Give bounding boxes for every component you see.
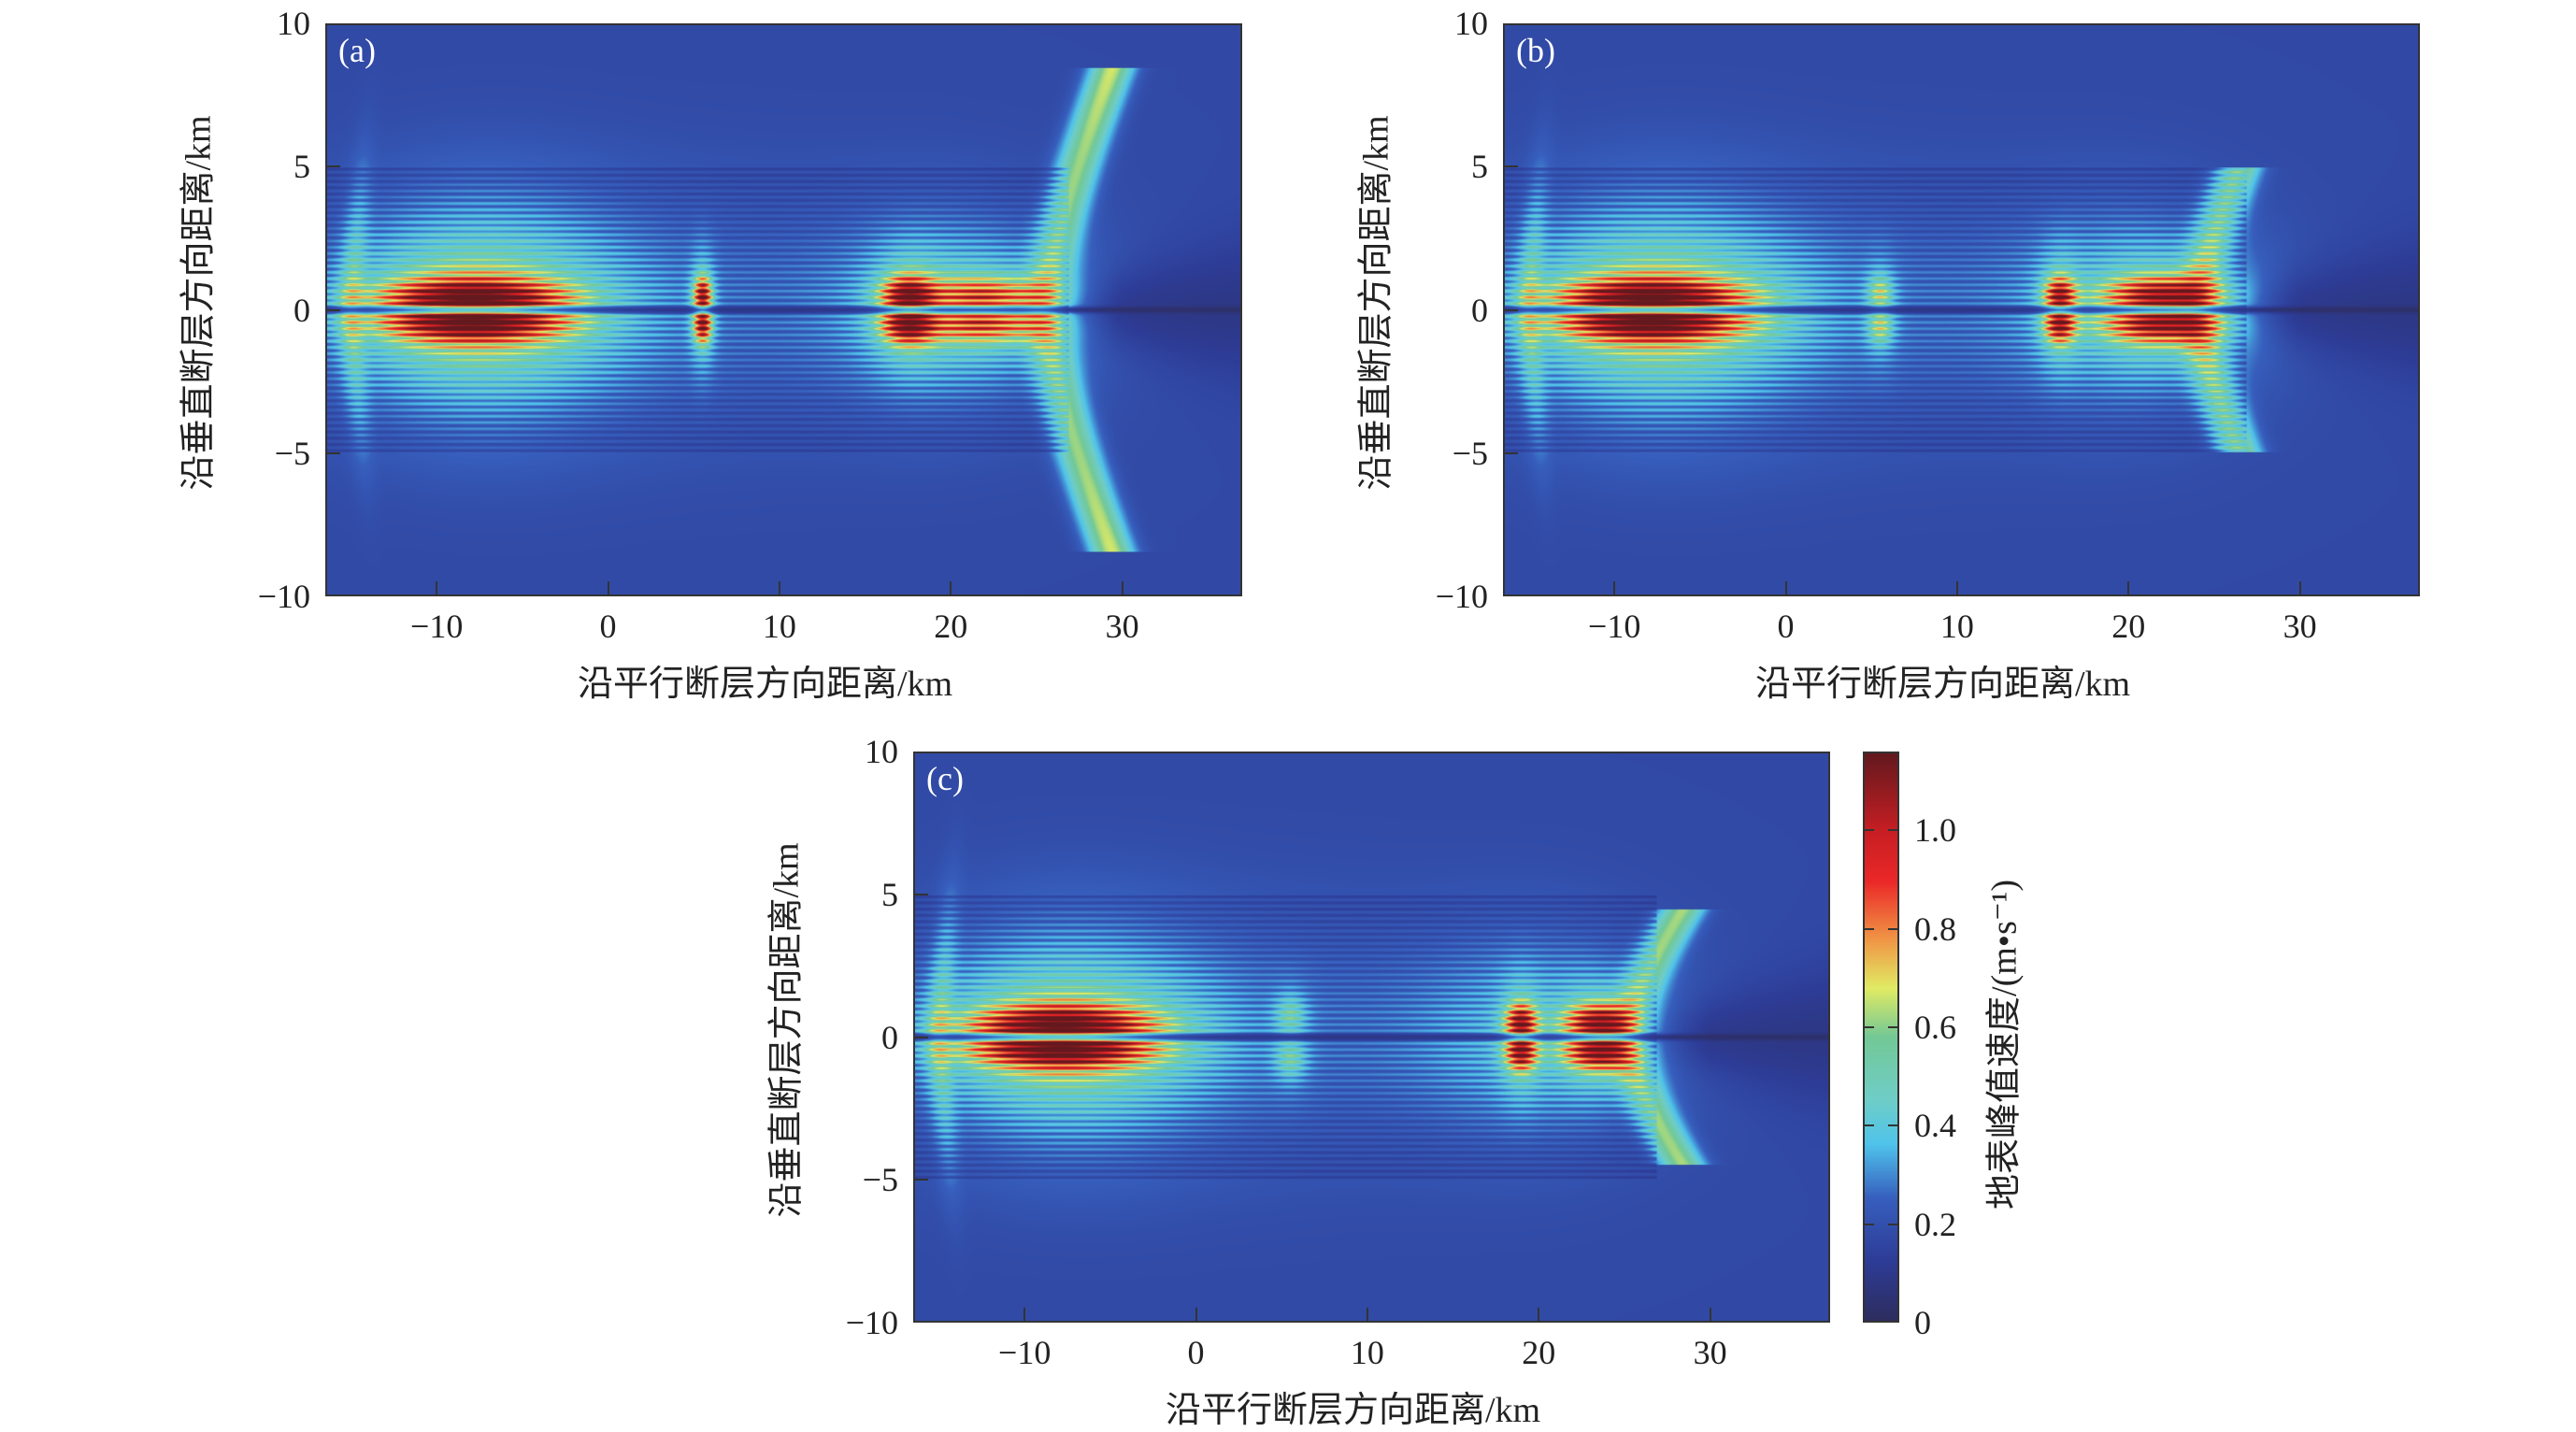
colorbar-tick-label: 0.8 [1914, 909, 1956, 948]
x-tick-label: 30 [1693, 1334, 1727, 1371]
x-tick-mark [950, 581, 952, 596]
heatmap-plot: (b) [1503, 23, 2420, 596]
colorbar-tick-label: 1.0 [1914, 811, 1956, 850]
colorbar [1863, 752, 1899, 1323]
colorbar-tick-label: 0.2 [1914, 1205, 1956, 1243]
x-tick-mark [1366, 1308, 1368, 1323]
y-axis-label: 沿垂直断层方向距离/km [766, 841, 807, 1218]
y-tick-label: −10 [845, 1304, 898, 1341]
y-tick-label: −10 [257, 578, 310, 615]
y-tick-mark [1503, 165, 1518, 168]
x-tick-mark [436, 581, 438, 596]
x-tick-label: 0 [1187, 1334, 1205, 1371]
colorbar-tick-mark [1865, 829, 1874, 832]
y-tick-label: 10 [865, 733, 898, 770]
panel-label: (b) [1516, 32, 1555, 69]
y-tick-label: 5 [1471, 148, 1488, 186]
x-tick-label: −10 [1588, 608, 1641, 645]
x-tick-mark [607, 581, 609, 596]
panel-label: (a) [338, 32, 376, 69]
colorbar-tick-mark [1888, 829, 1897, 832]
colorbar-tick-mark [1865, 1223, 1874, 1225]
colorbar-tick-label: 0 [1914, 1304, 1931, 1341]
x-tick-label: 10 [762, 608, 796, 645]
x-tick-mark [1023, 1308, 1026, 1323]
x-tick-label: 10 [1350, 1334, 1384, 1371]
x-tick-label: 20 [934, 608, 968, 645]
x-tick-mark [1121, 581, 1123, 596]
x-tick-label: 30 [2283, 608, 2317, 645]
x-tick-label: 20 [2111, 608, 2146, 645]
y-tick-label: 10 [277, 5, 310, 42]
heatmap-cells [327, 25, 1240, 594]
y-tick-label: −10 [1435, 578, 1488, 615]
heatmap-cells [915, 753, 1828, 1321]
colorbar-tick-mark [1888, 1124, 1897, 1127]
colorbar-label: 地表峰值速度/(m•s⁻¹) [1984, 880, 2025, 1210]
x-tick-label: −10 [998, 1334, 1052, 1371]
y-tick-mark [325, 165, 340, 168]
x-tick-label: 0 [1777, 608, 1795, 645]
x-tick-mark [2298, 581, 2301, 596]
y-tick-mark [913, 1036, 928, 1038]
x-tick-mark [2127, 581, 2130, 596]
x-tick-mark [778, 581, 780, 596]
x-tick-mark [1709, 1308, 1711, 1323]
y-tick-mark [1503, 451, 1518, 454]
colorbar-tick-mark [1888, 927, 1897, 930]
y-tick-label: −5 [1452, 434, 1488, 472]
y-tick-label: −5 [862, 1161, 898, 1199]
y-tick-mark [325, 451, 340, 454]
colorbar-tick-mark [1865, 1124, 1874, 1127]
x-axis-label: 沿平行断层方向距离/km [577, 665, 953, 704]
x-axis-label: 沿平行断层方向距离/km [1754, 665, 2131, 704]
colorbar-tick-mark [1865, 1025, 1874, 1028]
colorbar-tick-mark [1865, 927, 1874, 930]
x-tick-mark [1195, 1308, 1197, 1323]
x-tick-label: 10 [1939, 608, 1974, 645]
heatmap-plot: (c) [913, 752, 1830, 1323]
colorbar-tick-mark [1888, 1025, 1897, 1028]
x-tick-mark [1613, 581, 1616, 596]
x-tick-mark [1784, 581, 1787, 596]
x-tick-mark [1538, 1308, 1540, 1323]
y-tick-label: 0 [293, 291, 310, 329]
x-axis-label: 沿平行断层方向距离/km [1165, 1391, 1541, 1430]
y-tick-mark [325, 308, 340, 311]
y-tick-label: −5 [274, 434, 310, 472]
colorbar-tick-label: 0.6 [1914, 1008, 1956, 1046]
heatmap-plot: (a) [325, 23, 1242, 596]
x-tick-mark [1955, 581, 1958, 596]
x-tick-label: 20 [1522, 1334, 1556, 1371]
x-tick-label: 30 [1105, 608, 1139, 645]
x-tick-label: 0 [599, 608, 617, 645]
y-tick-label: 0 [881, 1018, 898, 1056]
y-tick-label: 0 [1471, 291, 1488, 329]
colorbar-gradient [1865, 753, 1897, 1321]
y-tick-label: 5 [293, 148, 310, 186]
heatmap-cells [1505, 25, 2418, 594]
panel-label: (c) [926, 760, 964, 797]
y-tick-mark [913, 893, 928, 895]
colorbar-tick-label: 0.4 [1914, 1107, 1956, 1145]
x-tick-label: −10 [410, 608, 464, 645]
y-tick-mark [913, 1179, 928, 1181]
y-tick-mark [1503, 308, 1518, 311]
y-tick-label: 10 [1454, 5, 1488, 42]
y-tick-label: 5 [881, 875, 898, 913]
colorbar-tick-mark [1888, 1223, 1897, 1225]
